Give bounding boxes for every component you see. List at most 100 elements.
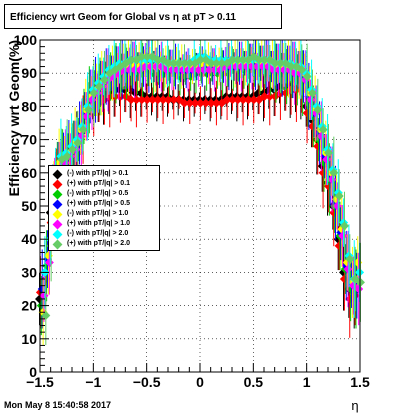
legend-marker <box>52 239 63 249</box>
legend-entry: (-) with pT/|q| > 0.5 <box>51 189 128 199</box>
footer-timestamp: Mon May 8 15:40:58 2017 <box>4 400 112 410</box>
data-point <box>185 98 195 108</box>
legend-marker <box>52 219 63 229</box>
y-tick-label: 70 <box>21 132 37 148</box>
data-point <box>243 95 253 105</box>
data-point <box>265 91 275 101</box>
x-tick-label: −1.5 <box>26 374 54 390</box>
data-point <box>169 95 179 105</box>
legend-marker <box>52 169 63 179</box>
data-point <box>153 55 163 65</box>
data-point <box>323 148 333 158</box>
legend-entry: (-) with pT/|q| > 1.0 <box>51 209 128 219</box>
data-point <box>329 168 339 178</box>
legend-marker <box>52 199 63 209</box>
legend-label: (-) with pT/|q| > 1.0 <box>67 210 129 217</box>
data-point <box>99 75 109 85</box>
y-tick-label: 30 <box>21 264 37 280</box>
legend-marker <box>52 189 63 199</box>
y-tick-label: 100 <box>14 32 38 48</box>
legend-label: (+) with pT/|q| > 1.0 <box>67 220 131 227</box>
legend-label: (-) with pT/|q| > 0.1 <box>67 170 129 177</box>
data-point <box>78 125 88 135</box>
data-point <box>137 52 147 62</box>
data-point <box>142 95 152 105</box>
x-tick-label: 1.5 <box>350 374 370 390</box>
data-point <box>89 88 99 98</box>
data-point <box>158 95 168 105</box>
data-point <box>126 95 136 105</box>
x-tick-label: 0.5 <box>244 374 264 390</box>
data-point <box>147 95 157 105</box>
legend-label: (+) with pT/|q| > 0.5 <box>67 200 131 207</box>
data-point <box>153 95 163 105</box>
y-axis-label: Efficiency wrt Geom(%) <box>6 40 22 196</box>
data-point <box>345 254 355 264</box>
legend-label: (-) with pT/|q| > 2.0 <box>67 230 129 237</box>
data-point <box>179 98 189 108</box>
data-point <box>137 95 147 105</box>
data-point <box>94 81 104 91</box>
data-point <box>163 58 173 68</box>
legend-marker <box>52 209 63 219</box>
legend-entry: (+) with pT/|q| > 1.0 <box>51 219 130 229</box>
chart-title: Efficiency wrt Geom for Global vs η at p… <box>4 4 282 29</box>
x-axis-label: η <box>351 398 358 413</box>
data-point <box>318 125 328 135</box>
y-tick-label: 90 <box>21 65 37 81</box>
legend-entry: (+) with pT/|q| > 2.0 <box>51 239 130 249</box>
legend-entry: (-) with pT/|q| > 0.1 <box>51 169 128 179</box>
data-point <box>275 58 285 68</box>
y-tick-label: 80 <box>21 98 37 114</box>
data-point <box>185 58 195 68</box>
data-point <box>201 98 211 108</box>
data-point <box>179 58 189 68</box>
legend-label: (+) with pT/|q| > 0.1 <box>67 180 131 187</box>
data-point <box>313 105 323 115</box>
data-point <box>339 221 349 231</box>
data-point <box>206 58 216 68</box>
legend-label: (-) with pT/|q| > 0.5 <box>67 190 129 197</box>
data-point <box>238 95 248 105</box>
data-point <box>227 55 237 65</box>
data-point <box>142 52 152 62</box>
x-tick-label: 0 <box>196 374 204 390</box>
data-point <box>302 72 312 82</box>
data-point <box>249 52 259 62</box>
data-point <box>41 311 51 321</box>
data-point <box>115 62 125 72</box>
data-point <box>62 151 72 161</box>
data-point <box>163 95 173 105</box>
data-point <box>206 98 216 108</box>
data-point <box>190 98 200 108</box>
legend-marker <box>52 229 63 239</box>
data-point <box>174 58 184 68</box>
legend-entry: (+) with pT/|q| > 0.1 <box>51 179 130 189</box>
legend: (-) with pT/|q| > 0.1 (+) with pT/|q| > 0… <box>48 165 160 251</box>
y-tick-label: 60 <box>21 165 37 181</box>
data-point <box>233 55 243 65</box>
data-point <box>169 58 179 68</box>
data-point <box>233 95 243 105</box>
y-tick-label: 50 <box>21 198 37 214</box>
data-point <box>334 191 344 201</box>
data-point <box>126 55 136 65</box>
data-point <box>195 98 205 108</box>
data-point <box>307 88 317 98</box>
y-tick-label: 20 <box>21 298 37 314</box>
data-point <box>73 138 83 148</box>
data-point <box>211 58 221 68</box>
legend-marker <box>52 179 63 189</box>
legend-label: (+) with pT/|q| > 2.0 <box>67 240 131 247</box>
y-tick-label: 0 <box>29 364 37 380</box>
data-point <box>222 95 232 105</box>
data-point <box>270 58 280 68</box>
x-tick-label: −0.5 <box>133 374 161 390</box>
data-point <box>249 95 259 105</box>
x-tick-label: −1 <box>85 374 101 390</box>
y-tick-label: 40 <box>21 231 37 247</box>
data-point <box>238 55 248 65</box>
data-point <box>259 55 269 65</box>
data-point <box>259 91 269 101</box>
data-point <box>286 62 296 72</box>
